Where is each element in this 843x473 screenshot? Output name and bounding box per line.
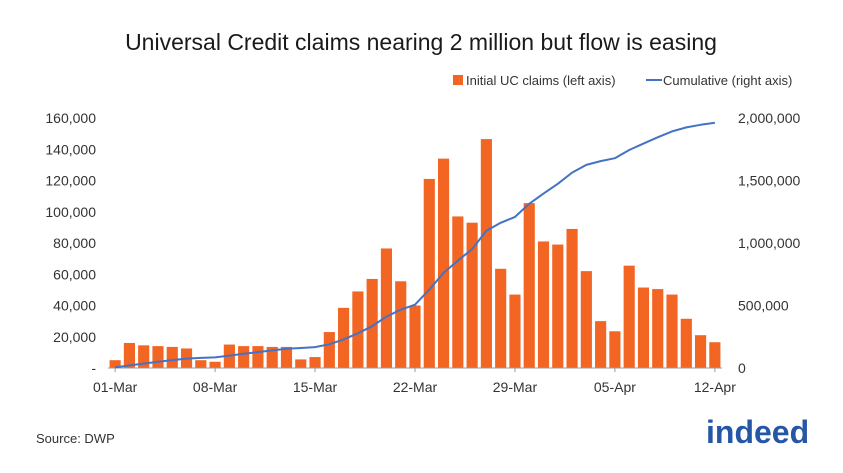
right-tick-label: 0 (738, 360, 746, 376)
bar (423, 178, 435, 368)
left-tick-label: 100,000 (45, 204, 96, 220)
bar (352, 291, 364, 368)
source-note: Source: DWP (36, 431, 115, 446)
bar (266, 346, 278, 368)
bar (466, 222, 478, 368)
bar (195, 360, 207, 368)
left-tick-label: 160,000 (45, 110, 96, 126)
bar (109, 360, 121, 368)
left-tick-label: 40,000 (53, 298, 96, 314)
bar (566, 228, 578, 368)
bar (309, 357, 321, 368)
cumulative-line (114, 121, 716, 369)
bar (366, 278, 378, 368)
bar (680, 318, 692, 368)
bar (409, 305, 421, 368)
legend-label-bars: Initial UC claims (left axis) (466, 73, 616, 88)
left-tick-label: 20,000 (53, 329, 96, 345)
x-tick-label: 29-Mar (493, 379, 538, 395)
chart-title: Universal Credit claims nearing 2 millio… (125, 29, 717, 55)
bar (395, 281, 407, 368)
left-tick-label: 120,000 (45, 173, 96, 189)
bar (652, 289, 664, 368)
right-tick-label: 1,000,000 (738, 235, 800, 251)
bar (452, 216, 464, 368)
bar (252, 346, 264, 368)
x-axis-ticks: 01-Mar 08-Mar 15-Mar 22-Mar 29-Mar 05-Apr 12-A… (93, 368, 736, 395)
bar (595, 321, 607, 368)
x-tick-label: 12-Apr (694, 379, 736, 395)
left-tick-label: 80,000 (53, 235, 96, 251)
bar (695, 335, 707, 368)
bar (209, 361, 221, 368)
bar (323, 332, 335, 368)
bar (580, 271, 592, 368)
bar (238, 346, 250, 368)
right-tick-label: 2,000,000 (738, 110, 800, 126)
cumulative-series (114, 121, 716, 369)
bar (609, 331, 621, 368)
left-tick-label: - (91, 360, 96, 376)
bar (709, 342, 721, 368)
left-axis-ticks: - 20,000 40,000 60,000 80,000 100,000 120,000 1… (45, 110, 96, 376)
right-tick-label: 500,000 (738, 298, 789, 314)
right-axis-ticks: 0 500,000 1,000,000 1,500,000 2,000,000 (738, 110, 800, 376)
bar (380, 248, 393, 368)
bar (523, 203, 535, 368)
bars-series (109, 139, 721, 368)
bar (495, 268, 507, 368)
bar (338, 307, 350, 368)
bar (295, 359, 307, 368)
x-tick-label: 15-Mar (293, 379, 338, 395)
indeed-logo: indeed (706, 414, 809, 450)
x-tick-label: 05-Apr (594, 379, 636, 395)
left-tick-label: 60,000 (53, 266, 96, 282)
bar (552, 244, 564, 368)
bar (437, 158, 450, 368)
left-tick-label: 140,000 (45, 141, 96, 157)
bar (138, 345, 150, 368)
x-tick-label: 08-Mar (193, 379, 238, 395)
right-tick-label: 1,500,000 (738, 173, 800, 189)
x-tick-label: 01-Mar (93, 379, 138, 395)
legend: Initial UC claims (left axis) Cumulative… (453, 73, 792, 88)
bar (509, 294, 521, 368)
bar (152, 346, 164, 368)
bar (166, 346, 178, 368)
legend-label-line: Cumulative (right axis) (663, 73, 792, 88)
bar (280, 346, 293, 368)
bar (623, 265, 635, 368)
bar (537, 241, 550, 368)
bar (666, 294, 678, 368)
bar (637, 287, 650, 368)
bar (123, 343, 135, 368)
legend-swatch-bars (453, 75, 463, 85)
x-tick-label: 22-Mar (393, 379, 438, 395)
bar (480, 139, 492, 368)
